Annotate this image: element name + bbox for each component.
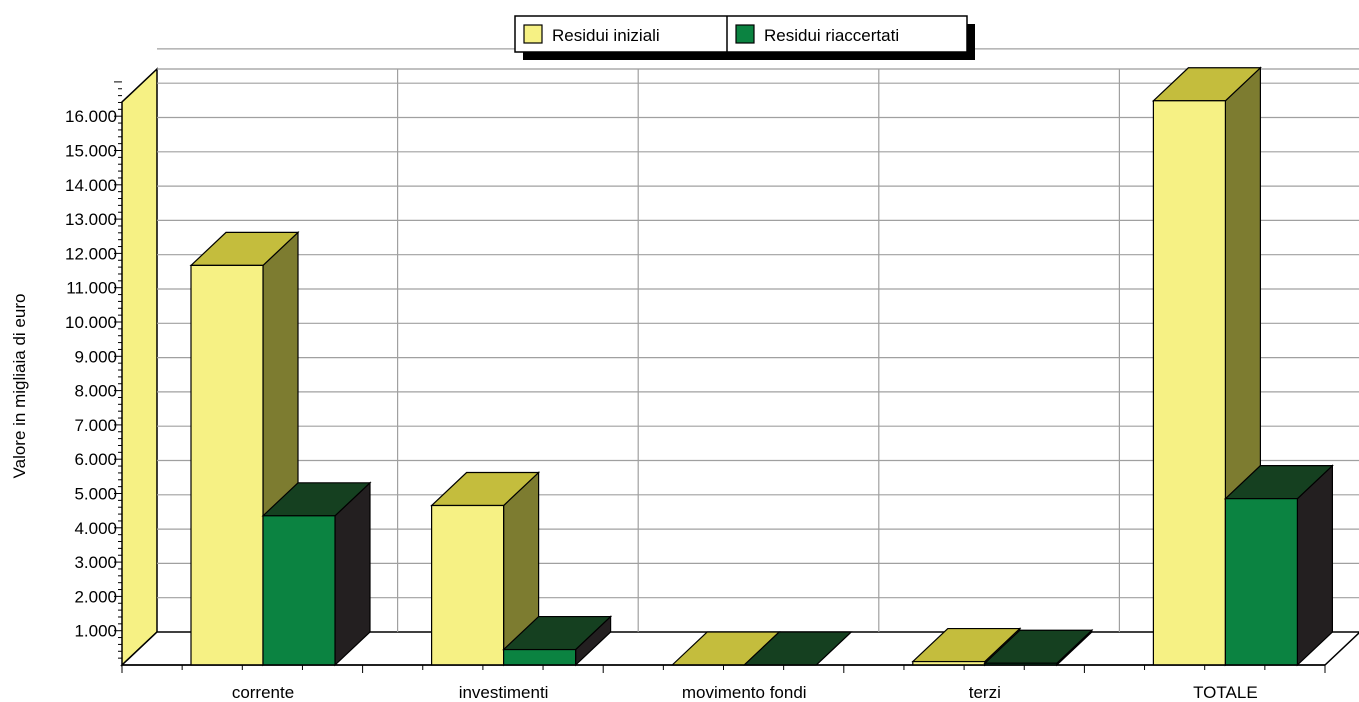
x-tick-label-terzi: terzi xyxy=(969,683,1001,702)
x-tick-label-investimenti: investimenti xyxy=(459,683,549,702)
x-tick-label-corrente: corrente xyxy=(232,683,294,702)
y-tick-label: 10.000 xyxy=(65,313,117,332)
legend-box xyxy=(514,15,968,53)
y-axis-ticks: 1.000 2.000 3.000 4.000 5.000 6.000 7.000 8.000… xyxy=(65,81,122,659)
legend: Residui iniziali Residui riaccertati xyxy=(514,15,975,60)
y-tick-label: 8.000 xyxy=(74,382,117,401)
y-tick-label: 4.000 xyxy=(74,519,117,538)
y-axis-title: Valore in migliaia di euro xyxy=(10,294,29,479)
bars xyxy=(189,66,1334,667)
bar-residui-riaccertati-corrente xyxy=(261,481,372,667)
y-tick-label: 16.000 xyxy=(65,107,117,126)
bar-residui-iniziali-investimenti xyxy=(430,471,541,667)
bar-residui-riaccertati-investimenti xyxy=(502,615,613,667)
bar-residui-riaccertati-terzi xyxy=(983,628,1094,667)
legend-swatch-residui-iniziali xyxy=(523,24,543,44)
y-tick-label: 15.000 xyxy=(65,142,117,161)
legend-label-residui-riaccertati: Residui riaccertati xyxy=(764,26,899,45)
x-tick-label-totale: TOTALE xyxy=(1193,683,1258,702)
y-tick-label: 5.000 xyxy=(74,485,117,504)
legend-swatch-residui-riaccertati xyxy=(735,24,755,44)
y-tick-label: 13.000 xyxy=(65,210,117,229)
y-tick-label: 6.000 xyxy=(74,450,117,469)
y-tick-label: 11.000 xyxy=(66,279,117,298)
y-tick-label: 9.000 xyxy=(74,347,117,366)
legend-label-residui-iniziali: Residui iniziali xyxy=(552,26,660,45)
left-wall xyxy=(121,67,158,667)
y-tick-label: 3.000 xyxy=(74,553,117,572)
y-tick-label: 1.000 xyxy=(74,622,117,641)
y-tick-label: 7.000 xyxy=(74,416,117,435)
x-tick-label-movimento-fondi: movimento fondi xyxy=(682,683,807,702)
y-tick-label: 2.000 xyxy=(74,587,117,606)
bar-residui-riaccertati-totale xyxy=(1223,464,1334,667)
x-axis-labels: corrente investimenti movimento fondi terzi… xyxy=(121,664,1326,702)
y-tick-label: 12.000 xyxy=(65,244,117,263)
y-tick-label: 14.000 xyxy=(65,176,117,195)
